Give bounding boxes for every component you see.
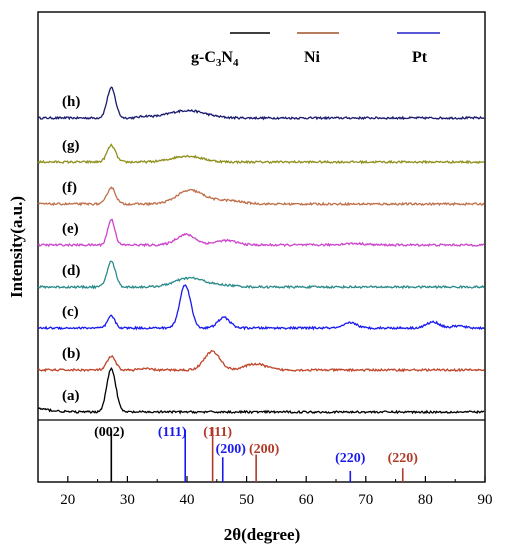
x-axis-label: 2θ(degree) <box>224 525 301 544</box>
x-tick-label-90: 90 <box>478 492 493 508</box>
series-line-e <box>37 218 485 248</box>
series-line-a <box>37 367 485 415</box>
series-label-e: (e) <box>62 221 79 237</box>
series-label-a: (a) <box>62 388 80 404</box>
series-label-c: (c) <box>62 304 79 320</box>
x-tick-label-20: 20 <box>60 492 75 508</box>
reference-label-5: (220) <box>335 451 366 466</box>
series-line-c <box>37 284 485 331</box>
legend-label-ni: Ni <box>304 49 321 66</box>
reference-label-3: (200) <box>216 442 247 457</box>
series-label-b: (b) <box>62 346 80 362</box>
legend-label-gc3n4: g-C3N4 <box>191 49 239 69</box>
legend-label-pt: Pt <box>412 49 428 66</box>
x-axis-ticks: 20 30 40 50 60 70 80 90 <box>37 476 493 508</box>
plot-frame <box>37 11 486 483</box>
reference-label-0: (002) <box>94 425 125 440</box>
legend: g-C3N4 Ni Pt <box>191 32 440 69</box>
reference-label-6: (220) <box>388 451 419 466</box>
series-label-f: (f) <box>62 180 77 196</box>
series-label-h: (h) <box>62 94 80 110</box>
series-line-d <box>37 260 485 290</box>
x-tick-label-30: 30 <box>120 492 135 508</box>
x-tick-label-60: 60 <box>299 492 314 508</box>
series-label-d: (d) <box>62 263 80 279</box>
reference-label-2: (111) <box>203 425 232 440</box>
series-line-h <box>37 86 485 121</box>
x-tick-label-80: 80 <box>418 492 433 508</box>
x-tick-label-50: 50 <box>239 492 254 508</box>
reference-label-1: (111) <box>158 425 187 440</box>
series-line-b <box>37 349 485 373</box>
y-axis-label: Intensity(a.u.) <box>7 196 26 298</box>
series-line-g <box>37 143 485 165</box>
x-tick-label-40: 40 <box>180 492 195 508</box>
series-layer: (h) (g) (f) (e) (d) (c) (b) (a) <box>37 86 485 415</box>
series-line-f <box>37 186 485 207</box>
reference-label-4: (200) <box>249 442 280 457</box>
series-label-g: (g) <box>62 138 80 154</box>
reference-lines: (002) (111) (111) (200) (200) (220) (220) <box>94 425 418 482</box>
x-tick-label-70: 70 <box>358 492 373 508</box>
